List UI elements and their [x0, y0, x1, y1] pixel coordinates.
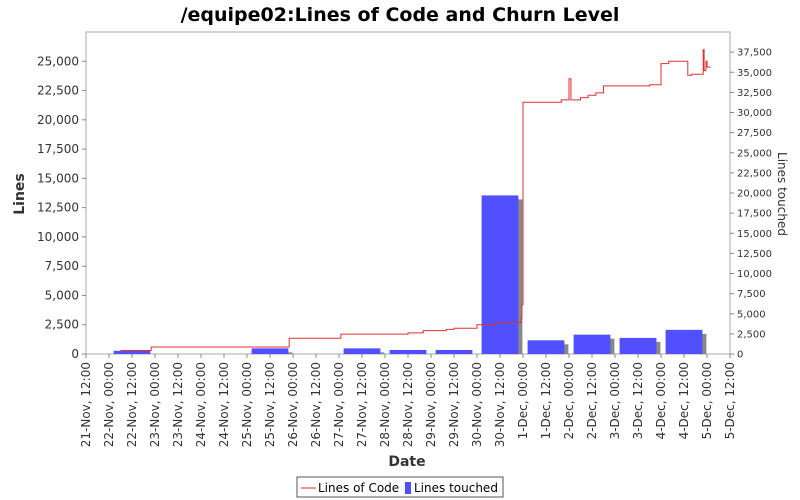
- right-tick-label-9: 22,500: [737, 168, 772, 179]
- x-tick-label-16: 29-Nov, 12:00: [447, 362, 461, 447]
- bar-5: [481, 195, 519, 354]
- chart-title: /equipe02:Lines of Code and Churn Level: [181, 4, 620, 26]
- legend-label-loc: Lines of Code: [318, 481, 399, 495]
- x-axis-label: Date: [388, 454, 425, 470]
- x-tick-label-26: 4-Dec, 12:00: [677, 362, 691, 439]
- right-axis: 0 2,500 5,000 7,500 10,000 12,500 15,000 17,500…: [730, 48, 772, 361]
- x-tick-label-19: 1-Dec, 00:00: [516, 362, 530, 439]
- right-tick-label-12: 30,000: [737, 108, 772, 119]
- left-tick-label-0: 0: [71, 347, 79, 361]
- x-tick-label-2: 22-Nov, 12:00: [125, 362, 139, 447]
- bar-4: [435, 349, 473, 354]
- x-tick-label-12: 27-Nov, 12:00: [355, 362, 369, 447]
- x-tick-label-14: 28-Nov, 12:00: [401, 362, 415, 447]
- x-tick-label-8: 25-Nov, 12:00: [263, 362, 277, 447]
- right-tick-label-7: 17,500: [737, 209, 772, 220]
- x-axis: 21-Nov, 12:00 22-Nov, 00:00 22-Nov, 12:00 2…: [79, 354, 737, 447]
- bar-8: [619, 337, 657, 354]
- x-tick-label-15: 29-Nov, 00:00: [424, 362, 438, 447]
- x-tick-label-27: 5-Dec, 00:00: [700, 362, 714, 439]
- left-tick-label-8: 20,000: [37, 113, 79, 127]
- bar-1: [251, 348, 289, 354]
- right-tick-label-3: 7,500: [737, 289, 766, 300]
- x-tick-label-20: 1-Dec, 12:00: [539, 362, 553, 439]
- x-tick-label-7: 25-Nov, 00:00: [240, 362, 254, 447]
- right-tick-label-1: 2,500: [737, 329, 766, 340]
- left-axis: 0 2,500 5,000 7,500 10,000 12,500 15,000 17,500…: [37, 54, 86, 361]
- left-tick-label-9: 22,500: [37, 84, 79, 98]
- left-tick-label-10: 25,000: [37, 54, 79, 68]
- left-tick-label-3: 7,500: [45, 259, 79, 273]
- y-axis-label-right: Lines touched: [775, 152, 789, 236]
- plot-area: [85, 31, 731, 355]
- bar-2: [343, 348, 381, 354]
- x-tick-label-9: 26-Nov, 00:00: [286, 362, 300, 447]
- x-tick-label-11: 27-Nov, 00:00: [332, 362, 346, 447]
- legend-box: [296, 476, 504, 498]
- left-tick-label-7: 17,500: [37, 142, 79, 156]
- y-axis-label-left: Lines: [12, 173, 28, 215]
- x-tick-label-22: 2-Dec, 12:00: [585, 362, 599, 439]
- bar-9: [665, 329, 703, 354]
- x-tick-label-6: 24-Nov, 12:00: [217, 362, 231, 447]
- left-tick-label-6: 15,000: [37, 171, 79, 185]
- x-tick-label-23: 3-Dec, 00:00: [608, 362, 622, 439]
- right-tick-label-10: 25,000: [737, 148, 772, 159]
- x-tick-label-21: 2-Dec, 00:00: [562, 362, 576, 439]
- x-tick-label-1: 22-Nov, 00:00: [102, 362, 116, 447]
- x-tick-label-10: 26-Nov, 12:00: [309, 362, 323, 447]
- right-tick-label-4: 10,000: [737, 269, 772, 280]
- bar-0: [113, 350, 151, 354]
- right-tick-label-6: 15,000: [737, 229, 772, 240]
- x-tick-label-4: 23-Nov, 12:00: [171, 362, 185, 447]
- x-tick-label-17: 30-Nov, 00:00: [470, 362, 484, 447]
- x-tick-label-13: 28-Nov, 00:00: [378, 362, 392, 447]
- right-tick-label-8: 20,000: [737, 189, 772, 200]
- x-tick-label-5: 24-Nov, 00:00: [194, 362, 208, 447]
- right-tick-label-2: 5,000: [737, 309, 766, 320]
- right-tick-label-11: 27,500: [737, 128, 772, 139]
- line-group: [120, 49, 711, 351]
- right-tick-label-0: 0: [737, 350, 743, 361]
- x-tick-label-28: 5-Dec, 12:00: [723, 362, 737, 439]
- bar-7: [573, 334, 611, 354]
- legend: Lines of Code Lines touched: [296, 476, 504, 498]
- bar-3: [389, 349, 427, 354]
- x-tick-label-24: 3-Dec, 12:00: [631, 362, 645, 439]
- x-tick-label-25: 4-Dec, 00:00: [654, 362, 668, 439]
- left-tick-label-2: 5,000: [45, 288, 79, 302]
- right-tick-label-5: 12,500: [737, 249, 772, 260]
- bar-group: [113, 195, 707, 354]
- bar-6: [527, 340, 565, 354]
- right-tick-label-15: 37,500: [737, 48, 772, 59]
- x-tick-label-18: 30-Nov, 12:00: [493, 362, 507, 447]
- left-tick-label-1: 2,500: [45, 318, 79, 332]
- x-tick-label-0: 21-Nov, 12:00: [79, 362, 93, 447]
- left-tick-label-4: 10,000: [37, 230, 79, 244]
- right-tick-label-14: 35,000: [737, 68, 772, 79]
- left-tick-label-5: 12,500: [37, 201, 79, 215]
- x-tick-label-3: 23-Nov, 00:00: [148, 362, 162, 447]
- legend-label-touched: Lines touched: [414, 481, 498, 495]
- legend-bar-swatch: [405, 482, 411, 494]
- right-tick-label-13: 32,500: [737, 88, 772, 99]
- line-lines-of-code: [120, 49, 711, 351]
